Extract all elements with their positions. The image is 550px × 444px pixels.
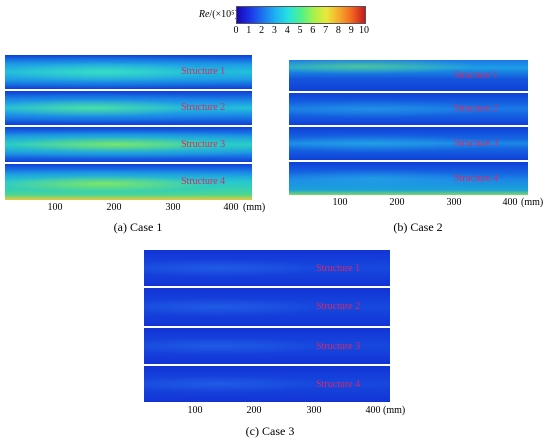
x-tick-label: 200: [246, 405, 262, 416]
x-tick-label: 400: [502, 197, 518, 208]
strip-divider: [5, 125, 252, 127]
structure-label: Structure 2: [454, 103, 499, 114]
panel-caption: (c) Case 3: [245, 424, 295, 438]
strip-divider: [289, 125, 528, 127]
contour-strip-4: Structure 4: [144, 366, 390, 402]
contour-strip-4: Structure 4: [5, 164, 252, 200]
x-axis: 100 200 300 400 (mm): [5, 202, 275, 216]
contour-strip-2: Structure 2: [5, 91, 252, 125]
strip-divider: [144, 286, 390, 288]
structure-label: Structure 4: [454, 173, 499, 184]
colorbar-tick: 6: [310, 25, 316, 36]
x-tick-label: 300: [165, 202, 181, 213]
colorbar-var: Re: [198, 9, 210, 20]
colorbar-tick: 3: [271, 25, 277, 36]
x-tick-label: 400: [365, 405, 381, 416]
structure-label: Structure 3: [316, 341, 361, 352]
structure-label: Structure 3: [454, 138, 499, 149]
structure-label: Structure 1: [316, 263, 361, 274]
x-tick-label: 100: [47, 202, 63, 213]
contour-strip-1: Structure 1: [289, 60, 528, 91]
structure-label: Structure 1: [181, 66, 226, 77]
colorbar-gradient: [236, 6, 366, 24]
colorbar-tick: 7: [323, 25, 329, 36]
colorbar-ticks: 0 1 2 3 4 5 6 7 8 9 10: [233, 25, 370, 37]
colorbar-tick: 1: [246, 25, 252, 36]
colorbar-tick: 4: [284, 25, 290, 36]
contour-strip-4: Structure 4: [289, 162, 528, 195]
strip-divider: [289, 160, 528, 162]
x-tick-label: 100: [332, 197, 348, 208]
structure-label: Structure 2: [181, 102, 226, 113]
colorbar-tick: 8: [335, 25, 341, 36]
x-axis: 100 200 300 400 (mm): [144, 405, 406, 419]
contour-strip-1: Structure 1: [144, 250, 390, 286]
colorbar-title: Re/(×10⁵): [150, 9, 238, 20]
structure-label: Structure 3: [181, 139, 226, 150]
panel-caption: (a) Case 1: [113, 220, 163, 234]
colorbar-tick: 0: [233, 25, 239, 36]
contour-plot: Structure 1 Structure 2 Structure 3 Stru…: [289, 60, 528, 195]
strip-divider: [144, 326, 390, 328]
x-tick-label: 200: [106, 202, 122, 213]
x-tick-label: 400: [223, 202, 239, 213]
strip-divider: [5, 162, 252, 164]
contour-strip-3: Structure 3: [5, 127, 252, 162]
x-axis: 100 200 300 400 (mm): [289, 197, 547, 211]
x-tick-label: 200: [389, 197, 405, 208]
colorbar-tick: 9: [348, 25, 354, 36]
contour-strip-1: Structure 1: [5, 55, 252, 89]
x-unit-label: (mm): [243, 202, 266, 213]
colorbar-tick: 2: [259, 25, 265, 36]
x-tick-label: 300: [306, 405, 322, 416]
structure-label: Structure 2: [316, 301, 361, 312]
x-unit-label: (mm): [521, 197, 544, 208]
contour-plot: Structure 1 Structure 2 Structure 3 Stru…: [5, 55, 252, 200]
colorbar-tick: 10: [359, 25, 369, 36]
contour-strip-3: Structure 3: [144, 328, 390, 364]
structure-label: Structure 4: [316, 379, 361, 390]
structure-label: Structure 4: [181, 176, 226, 187]
strip-divider: [5, 89, 252, 91]
contour-plot: Structure 1 Structure 2 Structure 3 Stru…: [144, 250, 390, 402]
contour-strip-2: Structure 2: [289, 93, 528, 125]
colorbar-tick: 5: [297, 25, 303, 36]
x-unit-label: (mm): [383, 405, 406, 416]
x-tick-label: 300: [446, 197, 462, 208]
strip-divider: [144, 364, 390, 366]
strip-divider: [289, 91, 528, 93]
structure-label: Structure 1: [454, 70, 499, 81]
contour-strip-2: Structure 2: [144, 288, 390, 326]
colorbar-legend: Re/(×10⁵) 0 1 2 3 4 5 6 7 8 9 10: [150, 4, 380, 38]
x-tick-label: 100: [187, 405, 203, 416]
colorbar-unit: /(×10⁵): [209, 9, 238, 20]
contour-strip-3: Structure 3: [289, 127, 528, 160]
panel-caption: (b) Case 2: [393, 220, 443, 234]
